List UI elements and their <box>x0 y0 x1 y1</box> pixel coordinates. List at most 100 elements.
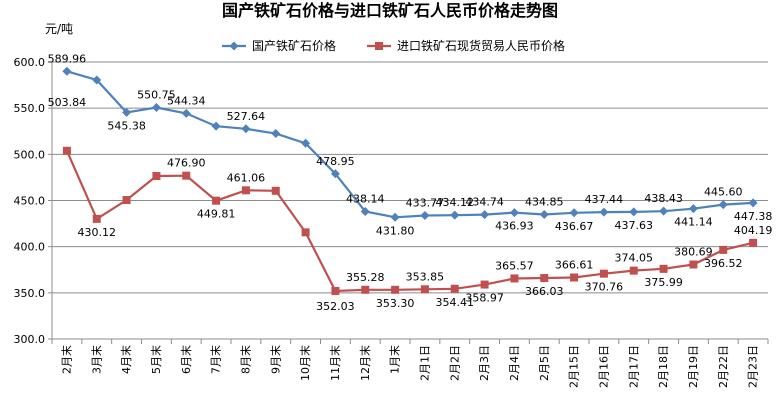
y-tick-label: 400.0 <box>14 241 46 254</box>
data-point <box>719 245 728 254</box>
legend-label: 国产铁矿石价格 <box>252 38 336 53</box>
data-point <box>122 107 132 117</box>
data-point <box>229 41 239 51</box>
legend-label: 进口铁矿石现货贸易人民币价格 <box>397 38 565 53</box>
data-point <box>62 66 72 76</box>
x-tick-label: 2月22日 <box>717 345 730 388</box>
data-label: 434.85 <box>525 195 564 208</box>
data-label: 352.03 <box>316 300 355 313</box>
data-point <box>241 186 250 195</box>
y-tick-label: 350.0 <box>14 287 46 300</box>
data-label: 374.05 <box>615 252 654 265</box>
data-label: 358.97 <box>465 292 504 305</box>
y-tick-label: 300.0 <box>14 333 46 346</box>
x-tick-label: 2月16日 <box>597 345 610 388</box>
x-tick-label: 2月19日 <box>687 345 700 388</box>
x-tick-label: 8月末 <box>238 345 252 374</box>
data-point <box>450 210 460 220</box>
data-point <box>271 186 280 195</box>
data-label: 550.75 <box>137 88 176 101</box>
x-tick-label: 2月17日 <box>627 345 640 388</box>
data-label: 441.14 <box>674 216 713 229</box>
data-point <box>330 169 340 179</box>
data-point <box>450 284 459 293</box>
gridlines <box>52 61 768 294</box>
data-point <box>689 260 698 269</box>
x-tick-label: 2月末 <box>59 345 73 374</box>
y-axis-ticks: 300.0 350.0 400.0 450.0 500.0 550.0 600.0 <box>14 56 52 346</box>
data-point <box>92 75 102 85</box>
data-point <box>241 124 251 134</box>
data-label: 380.69 <box>674 245 713 258</box>
data-point <box>688 204 698 214</box>
y-tick-label: 450.0 <box>14 195 46 208</box>
data-label: 589.96 <box>48 52 87 65</box>
x-tick-label: 2月5日 <box>538 345 551 381</box>
legend-item-imported-ore: 进口铁矿石现货贸易人民币价格 <box>367 38 565 53</box>
data-label: 476.90 <box>167 157 206 170</box>
x-tick-label: 2月23日 <box>747 345 760 388</box>
x-tick-label: 2月3日 <box>478 345 491 381</box>
x-tick-label: 12月末 <box>358 345 372 381</box>
data-label: 353.30 <box>376 297 415 310</box>
x-tick-label: 2月2日 <box>448 345 461 381</box>
data-label: 449.81 <box>197 208 236 221</box>
data-point <box>599 207 609 217</box>
data-label: 437.44 <box>585 193 624 206</box>
data-point <box>182 171 191 180</box>
y-tick-label: 550.0 <box>14 102 46 115</box>
data-label: 461.06 <box>227 171 266 184</box>
data-label: 434.74 <box>465 196 504 209</box>
data-label: 354.41 <box>436 296 475 309</box>
data-point <box>569 208 579 218</box>
data-point <box>420 210 430 220</box>
x-tick-label: 5月末 <box>149 345 163 374</box>
data-label: 353.85 <box>406 270 445 283</box>
data-point <box>718 200 728 210</box>
data-point <box>539 209 549 219</box>
x-tick-label: 2月18日 <box>657 345 670 388</box>
data-label: 375.99 <box>644 276 683 289</box>
data-point <box>152 172 161 181</box>
data-point <box>122 196 131 205</box>
x-axis-ticks: 2月末 3月末 4月末 5月末 6月末 7月末 8月末 9月末 10月末 11月末 12月末 1月末 2… <box>51 339 769 388</box>
x-tick-label: 7月末 <box>209 345 223 374</box>
x-tick-label: 6月末 <box>179 345 193 374</box>
data-point <box>509 208 519 218</box>
data-point <box>390 212 400 222</box>
data-label: 447.38 <box>734 210 773 223</box>
data-label: 370.76 <box>585 281 624 294</box>
data-point <box>361 285 370 294</box>
series-layer <box>62 66 758 295</box>
data-label: 438.14 <box>346 192 385 205</box>
data-label: 438.43 <box>644 192 683 205</box>
data-point <box>301 138 311 148</box>
data-point <box>510 274 519 283</box>
data-label: 445.60 <box>704 186 743 199</box>
data-point <box>420 285 429 294</box>
data-point <box>391 285 400 294</box>
data-point <box>570 273 579 282</box>
data-label: 404.19 <box>734 224 773 237</box>
data-label: 396.52 <box>704 257 743 270</box>
data-point <box>92 214 101 223</box>
data-point <box>211 121 221 131</box>
data-label: 365.57 <box>495 259 534 272</box>
data-label: 436.93 <box>495 220 534 233</box>
series-line <box>65 150 754 293</box>
data-label: 478.95 <box>316 155 355 168</box>
data-point <box>540 274 549 283</box>
data-label: 430.12 <box>78 226 117 239</box>
x-tick-label: 9月末 <box>268 345 282 374</box>
x-tick-label: 11月末 <box>328 345 342 381</box>
data-point <box>659 206 669 216</box>
legend-item-domestic-ore: 国产铁矿石价格 <box>222 38 336 53</box>
data-label: 355.28 <box>346 271 385 284</box>
x-tick-label: 10月末 <box>298 345 312 381</box>
x-tick-label: 1月末 <box>388 345 402 374</box>
x-tick-label: 3月末 <box>89 345 103 374</box>
data-label: 431.80 <box>376 224 415 237</box>
series-imported-ore <box>62 146 758 295</box>
